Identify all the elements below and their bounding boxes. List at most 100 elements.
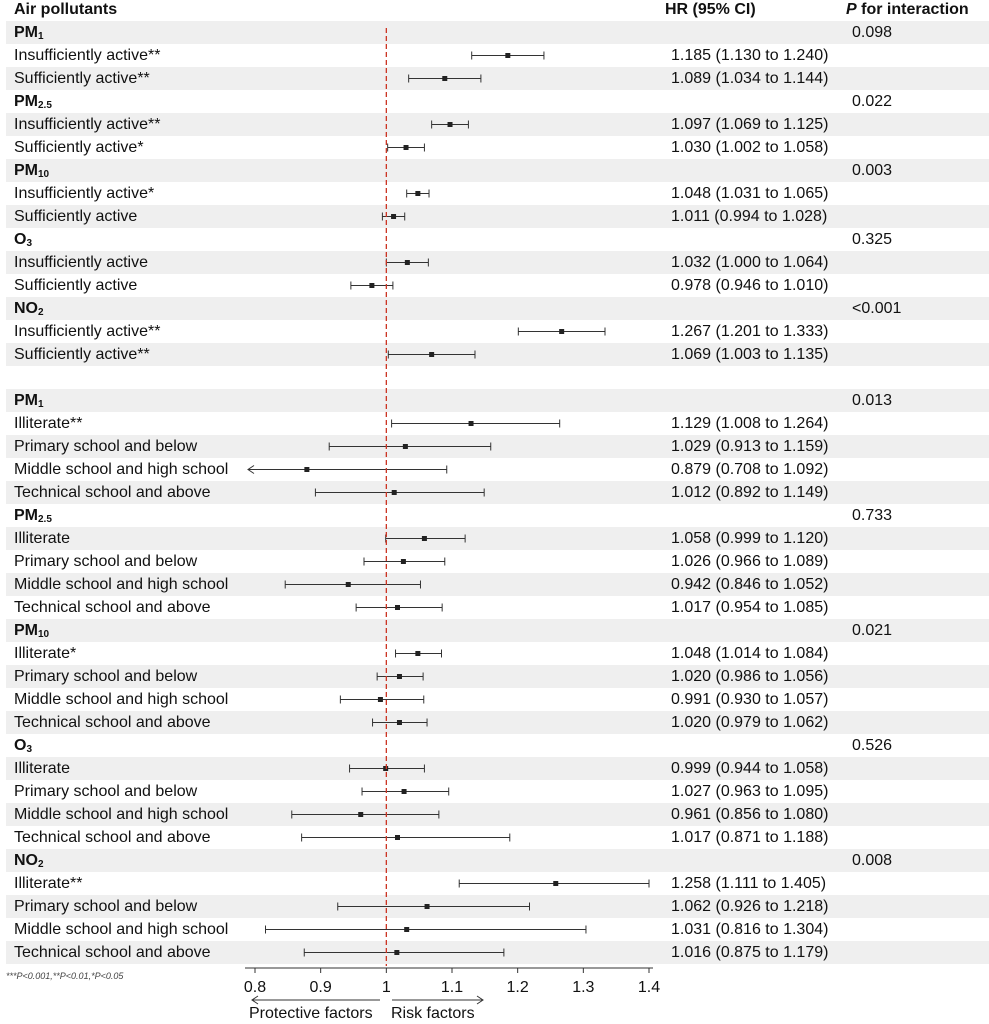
p-interaction-value: 0.008 [852,852,893,869]
p-interaction-value: 0.022 [852,93,893,110]
pollutant-subscript: 10 [38,169,50,180]
x-tick-label: 1 [382,979,391,996]
pollutant-name: O3 [14,734,32,757]
table-row: Insufficiently active 1.032 (1.000 to 1.0… [6,251,989,274]
subgroup-label: Technical school and above [14,944,211,961]
table-row: Primary school and below 1.029 (0.913 to … [6,435,989,458]
point-estimate [394,605,400,610]
point-estimate [505,53,511,58]
table-row: Insufficiently active** 1.097 (1.069 to 1… [6,113,989,136]
pollutant-subscript: 2.5 [38,514,52,525]
pollutant-header-row: NO2 0.008 [6,849,989,872]
table-row: Middle school and high school 0.942 (0.84… [6,573,989,596]
hr-ci-value: 1.029 (0.913 to 1.159) [671,438,829,455]
table-row: Sufficiently active 1.011 (0.994 to 1.028… [6,205,989,228]
table-row: Sufficiently active* 1.030 (1.002 to 1.05… [6,136,989,159]
point-estimate [391,490,397,495]
table-row: Technical school and above 1.020 (0.979 t… [6,711,989,734]
table-row: Illiterate** 1.129 (1.008 to 1.264) [6,412,989,435]
hr-ci-value: 1.058 (0.999 to 1.120) [671,530,829,547]
subgroup-label: Middle school and high school [14,576,229,593]
pollutant-header-row: PM2.5 0.733 [6,504,989,527]
pollutant-name: PM1 [14,389,44,412]
pollutant-symbol: PM [14,507,38,524]
pollutant-subscript: 2 [38,859,44,870]
point-estimate [400,559,406,564]
p-symbol: P [846,1,857,18]
protective-arrow-head [251,995,259,1005]
pollutant-symbol: NO [14,852,38,869]
hr-ci-value: 1.017 (0.954 to 1.085) [671,599,829,616]
pollutant-symbol: PM [14,93,38,110]
table-row: Insufficiently active** 1.267 (1.201 to 1… [6,320,989,343]
subgroup-label: Sufficiently active** [14,346,150,363]
subgroup-label: Middle school and high school [14,806,229,823]
subgroup-label: Illiterate** [14,875,83,892]
ci-arrow-left [247,465,255,474]
pollutant-name: O3 [14,228,32,251]
risk-arrow-head [476,995,484,1005]
protective-factors-label: Protective factors [249,1005,373,1022]
table-row: Sufficiently active** 1.069 (1.003 to 1.1… [6,343,989,366]
pollutant-subscript: 3 [26,744,33,755]
point-estimate [429,352,435,357]
hr-ci-value: 0.942 (0.846 to 1.052) [671,576,829,593]
hr-ci-value: 1.017 (0.871 to 1.188) [671,829,829,846]
pollutant-symbol: NO [14,300,38,317]
point-estimate [401,789,407,794]
hr-ci-value: 1.032 (1.000 to 1.064) [671,254,829,271]
hr-ci-value: 1.129 (1.008 to 1.264) [671,415,829,432]
p-interaction-value: 0.021 [852,622,893,639]
table-row: Sufficiently active** 1.089 (1.034 to 1.1… [6,67,989,90]
subgroup-label: Illiterate [14,760,71,777]
hr-ci-value: 1.048 (1.014 to 1.084) [671,645,829,662]
point-estimate [559,329,565,334]
point-estimate [345,582,351,587]
p-interaction-value: 0.013 [852,392,893,409]
table-row: Illiterate 1.058 (0.999 to 1.120) [6,527,989,550]
pollutant-symbol: O [14,737,27,754]
pollutant-symbol: PM [14,392,38,409]
hr-ci-value: 1.069 (1.003 to 1.135) [671,346,829,363]
pollutant-header-row: O3 0.325 [6,228,989,251]
point-estimate [421,536,427,541]
table-row: Primary school and below 1.020 (0.986 to … [6,665,989,688]
hr-ci-value: 1.062 (0.926 to 1.218) [671,898,829,915]
hr-ci-value: 0.978 (0.946 to 1.010) [671,277,829,294]
subgroup-label: Technical school and above [14,484,211,501]
pollutant-symbol: PM [14,622,38,639]
pollutant-header-row: PM1 0.098 [6,21,989,44]
significance-footnote: ***P<0.001,**P<0.01,*P<0.05 [6,971,124,981]
point-estimate [394,835,400,840]
p-interaction-value: 0.733 [852,507,893,524]
hr-ci-value: 0.999 (0.944 to 1.058) [671,760,829,777]
p-interaction-value: 0.325 [852,231,893,248]
table-row: Technical school and above 1.017 (0.871 t… [6,826,989,849]
subgroup-label: Primary school and below [14,898,198,915]
point-estimate [402,444,408,449]
hr-ci-value: 1.258 (1.111 to 1.405) [671,875,827,892]
table-row: Sufficiently active 0.978 (0.946 to 1.010… [6,274,989,297]
risk-factors-label: Risk factors [391,1005,475,1022]
pollutant-subscript: 2 [38,307,44,318]
subgroup-label: Middle school and high school [14,691,229,708]
subgroup-label: Sufficiently active* [14,139,144,156]
hr-ci-value: 1.030 (1.002 to 1.058) [671,139,829,156]
pollutant-symbol: O [14,231,27,248]
hr-ci-value: 1.027 (0.963 to 1.095) [671,783,829,800]
point-estimate [391,214,397,219]
point-estimate [396,674,402,679]
pollutant-header-row: PM10 0.003 [6,159,989,182]
column-header-p-interaction: P for interaction [846,0,969,20]
subgroup-label: Insufficiently active [14,254,148,271]
table-row: Insufficiently active* 1.048 (1.031 to 1.… [6,182,989,205]
pollutant-name: PM1 [14,21,44,44]
table-row: Middle school and high school 0.961 (0.85… [6,803,989,826]
x-tick-label: 1.4 [638,979,660,996]
hr-ci-value: 1.089 (1.034 to 1.144) [671,70,829,87]
pollutant-header-row: PM1 0.013 [6,389,989,412]
hr-ci-value: 1.016 (0.875 to 1.179) [671,944,829,961]
pollutant-name: PM2.5 [14,90,52,113]
subgroup-label: Sufficiently active [14,277,138,294]
